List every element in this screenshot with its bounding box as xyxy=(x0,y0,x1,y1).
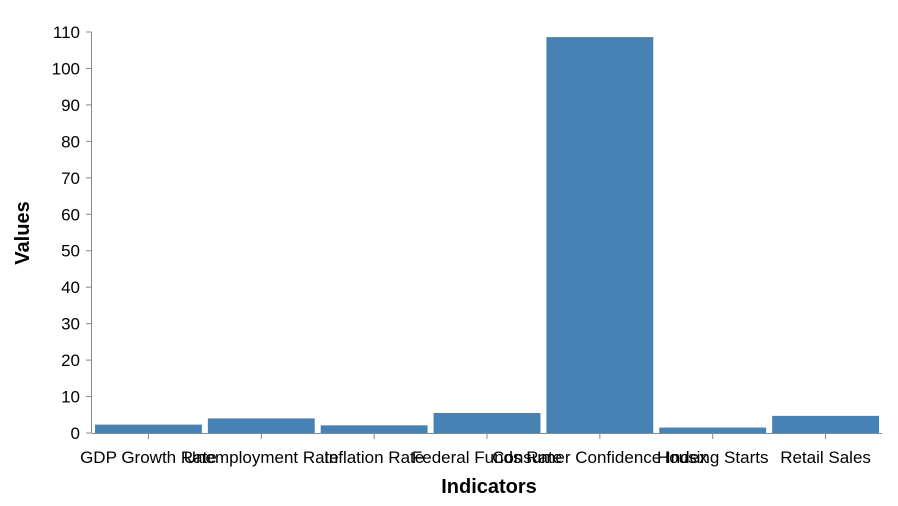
y-tick-label: 110 xyxy=(53,23,80,42)
x-tick-label: Unemployment Rate xyxy=(184,448,339,467)
bar xyxy=(207,418,315,433)
y-tick-label: 80 xyxy=(61,132,80,151)
bar xyxy=(433,412,541,433)
x-tick-label: Federal Funds Rate xyxy=(412,448,562,467)
bar xyxy=(772,415,879,433)
bar xyxy=(320,425,428,433)
y-tick-label: 90 xyxy=(61,96,80,115)
y-tick-label: 60 xyxy=(61,205,80,224)
x-tick-label: Inflation Rate xyxy=(324,448,424,467)
x-tick-label: Housing Starts xyxy=(657,448,769,467)
y-axis: 0 10 20 30 40 50 60 70 80 90 100 110 xyxy=(52,23,92,443)
y-tick-label: 0 xyxy=(71,424,80,443)
x-tick-label: Consumer Confidence Index xyxy=(492,448,708,467)
bar xyxy=(95,424,202,433)
x-tick-label: Retail Sales xyxy=(780,448,871,467)
y-tick-label: 40 xyxy=(61,278,80,297)
y-axis-title: Values xyxy=(12,201,34,264)
y-tick-label: 10 xyxy=(61,388,80,407)
bars xyxy=(95,37,879,433)
x-tick-label: GDP Growth Rate xyxy=(80,448,217,467)
y-tick-label: 20 xyxy=(61,351,80,370)
y-tick-label: 100 xyxy=(52,59,80,78)
bar xyxy=(659,427,767,433)
y-tick-label: 30 xyxy=(61,315,80,334)
bar xyxy=(546,37,654,433)
x-axis-title: Indicators xyxy=(441,476,537,498)
y-tick-label: 50 xyxy=(61,242,80,261)
y-tick-label: 70 xyxy=(61,169,80,188)
